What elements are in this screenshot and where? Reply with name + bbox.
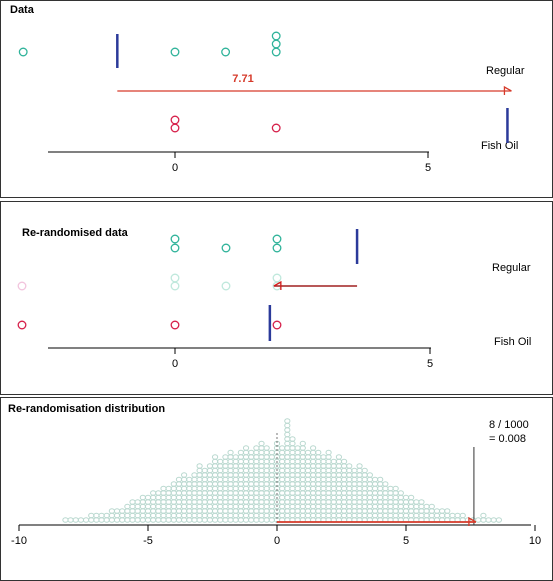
p3-tick-label: 5 (403, 535, 409, 547)
p1-difference-arrow-head (503, 85, 512, 95)
p3-dot (181, 472, 188, 478)
p2-faded-fishoil-point (17, 281, 27, 291)
p2-regular-point (272, 234, 282, 244)
p3-dot (397, 490, 404, 496)
p2-tick-label: 5 (427, 358, 433, 370)
p3-dot (377, 476, 384, 483)
p3-dot (408, 494, 415, 501)
p3-dot (346, 463, 353, 469)
p2-arrow-head (273, 280, 282, 290)
panel-distribution-marks: -10 -5 0 5 10 (11, 418, 541, 547)
p1-regular-point (221, 47, 231, 57)
p1-tick-label: 0 (172, 162, 178, 174)
p2-regular-point (170, 234, 180, 244)
p3-dot (263, 445, 270, 451)
p3-tick-label: 0 (274, 535, 280, 547)
p3-dot (227, 449, 234, 456)
p1-regular-point (271, 31, 281, 41)
p2-regular-point (221, 243, 231, 253)
panel-data-frame (0, 0, 553, 198)
p1-regular-point (170, 47, 180, 57)
panel-distribution-frame (0, 397, 553, 581)
p3-dot (428, 503, 435, 510)
p2-fishoil-point (272, 320, 282, 330)
p3-dot (340, 458, 348, 465)
p3-dot (211, 454, 219, 460)
panel-distribution-title: Re-randomisation distribution (8, 403, 165, 415)
p3-dot (444, 508, 451, 514)
group-label-regular-1: Regular (486, 65, 525, 77)
group-label-fishoil-2: Fish Oil (494, 336, 531, 348)
p3-tick-label: -10 (11, 535, 27, 547)
panel-rerandomised-title: Re-randomised data (22, 227, 129, 239)
observed-count-label: 8 / 1000 (489, 419, 529, 431)
p3-dot (495, 517, 502, 523)
p2-fishoil-point (170, 320, 180, 330)
p2-fishoil-point (17, 320, 27, 330)
p3-dot (356, 463, 363, 469)
p1-regular-point (18, 47, 28, 57)
p2-faded-regular-point (170, 273, 180, 283)
p3-dot (315, 449, 322, 456)
p3-dot (289, 436, 296, 442)
p3-dot (382, 481, 389, 487)
p3-dot (299, 440, 306, 447)
p3-dot (392, 485, 399, 492)
p3-dot (361, 467, 368, 474)
p3-dot (325, 449, 332, 456)
p2-tick-label: 0 (172, 358, 178, 370)
p3-tick-label: -5 (143, 535, 153, 547)
p1-fishoil-point (271, 123, 281, 133)
difference-label: 7.71 (232, 73, 253, 85)
p3-dot (242, 445, 250, 451)
group-label-fishoil-1: Fish Oil (481, 140, 518, 152)
p3-dot (284, 418, 291, 424)
p3-dot (366, 472, 373, 478)
p3-dot (459, 512, 466, 519)
p2-regular-point (272, 243, 282, 253)
p3-dot (258, 440, 265, 447)
group-label-regular-2: Regular (492, 262, 531, 274)
p2-regular-point (170, 243, 180, 253)
p1-fishoil-point (170, 115, 180, 125)
p3-dot (196, 463, 203, 469)
p3-dot (335, 454, 343, 460)
p2-faded-regular-point (272, 273, 282, 283)
observed-pvalue-label: = 0.008 (489, 433, 526, 445)
p3-dot (480, 512, 487, 519)
p2-faded-regular-point (221, 281, 231, 291)
p3-tick-label: 10 (529, 535, 541, 547)
p1-tick-label: 5 (425, 162, 431, 174)
panel-rerandomised-frame (0, 201, 553, 395)
p3-dot (310, 445, 317, 451)
panel-data-title: Data (10, 4, 35, 16)
p3-arrow-head (468, 516, 477, 526)
p3-dot (418, 499, 425, 505)
